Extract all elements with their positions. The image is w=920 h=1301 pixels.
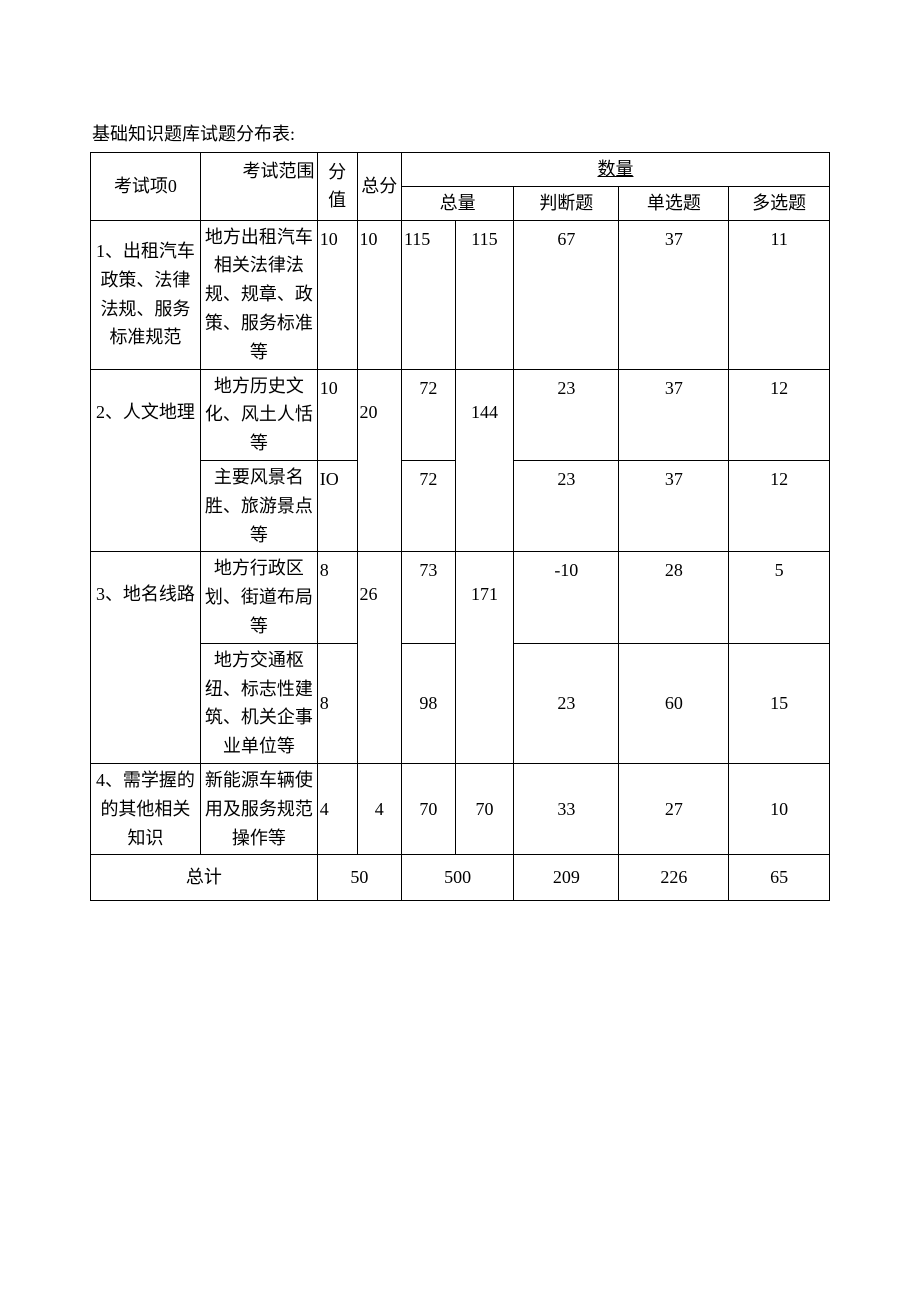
cell-score: 8: [317, 643, 357, 763]
cell-qty-total: 115: [455, 220, 513, 369]
cell-multi: 12: [729, 369, 830, 460]
cell-single: 28: [619, 552, 729, 643]
header-row-1: 考试项0 考试范围 分值 总分 数量: [91, 153, 830, 187]
header-total-score: 总分: [357, 153, 401, 221]
table-row: 2、人文地理 地方历史文化、风土人恬等 10 20 72 144 23 37 1…: [91, 369, 830, 460]
cell-sub-total: 73: [401, 552, 455, 643]
table-row: 4、需学握的的其他相关知识 新能源车辆使用及服务规范操作等 4 4 70 70 …: [91, 763, 830, 854]
totals-multi: 65: [729, 855, 830, 901]
cell-score: 10: [317, 369, 357, 460]
cell-single: 37: [619, 460, 729, 551]
cell-multi: 11: [729, 220, 830, 369]
cell-judge: 23: [514, 460, 619, 551]
cell-sub-total: 115: [401, 220, 455, 369]
table-row: 3、地名线路 地方行政区划、街道布局等 8 26 73 171 -10 28 5: [91, 552, 830, 643]
cell-judge: 33: [514, 763, 619, 854]
cell-judge: -10: [514, 552, 619, 643]
totals-qty: 500: [401, 855, 513, 901]
table-title: 基础知识题库试题分布表:: [90, 120, 830, 146]
totals-judge: 209: [514, 855, 619, 901]
header-judge: 判断题: [514, 186, 619, 220]
cell-qty-total: 70: [455, 763, 513, 854]
totals-label: 总计: [91, 855, 318, 901]
cell-multi: 15: [729, 643, 830, 763]
cell-score: 8: [317, 552, 357, 643]
cell-item: 4、需学握的的其他相关知识: [91, 763, 201, 854]
cell-judge: 23: [514, 643, 619, 763]
cell-qty-total: 171: [455, 552, 513, 764]
header-item: 考试项0: [91, 153, 201, 221]
totals-single: 226: [619, 855, 729, 901]
header-qty-total: 总量: [401, 186, 513, 220]
header-score: 分值: [317, 153, 357, 221]
cell-judge: 23: [514, 369, 619, 460]
cell-score: IO: [317, 460, 357, 551]
cell-total-score: 20: [357, 369, 401, 552]
table-row: 1、出租汽车政策、法律法规、服务标准规范 地方出租汽车相关法律法规、规章、政策、…: [91, 220, 830, 369]
cell-sub-total: 72: [401, 369, 455, 460]
cell-total-score: 10: [357, 220, 401, 369]
cell-item: 1、出租汽车政策、法律法规、服务标准规范: [91, 220, 201, 369]
cell-total-score: 26: [357, 552, 401, 764]
header-scope: 考试范围: [200, 153, 317, 221]
header-single: 单选题: [619, 186, 729, 220]
header-scope-text: 考试范围: [242, 161, 314, 181]
cell-scope: 地方出租汽车相关法律法规、规章、政策、服务标准等: [200, 220, 317, 369]
cell-single: 37: [619, 369, 729, 460]
cell-item: 2、人文地理: [91, 369, 201, 552]
cell-single: 60: [619, 643, 729, 763]
cell-total-score: 4: [357, 763, 401, 854]
cell-multi: 12: [729, 460, 830, 551]
cell-score: 4: [317, 763, 357, 854]
cell-judge: 67: [514, 220, 619, 369]
header-quantity: 数量: [401, 153, 829, 187]
cell-sub-total: 70: [401, 763, 455, 854]
cell-score: 10: [317, 220, 357, 369]
cell-scope: 地方历史文化、风土人恬等: [200, 369, 317, 460]
cell-qty-total: 144: [455, 369, 513, 552]
cell-sub-total: 98: [401, 643, 455, 763]
cell-scope: 主要风景名胜、旅游景点等: [200, 460, 317, 551]
cell-scope: 地方交通枢纽、标志性建筑、机关企事业单位等: [200, 643, 317, 763]
cell-scope: 地方行政区划、街道布局等: [200, 552, 317, 643]
cell-single: 27: [619, 763, 729, 854]
cell-single: 37: [619, 220, 729, 369]
totals-score: 50: [317, 855, 401, 901]
header-multi: 多选题: [729, 186, 830, 220]
totals-row: 总计 50 500 209 226 65: [91, 855, 830, 901]
distribution-table: 考试项0 考试范围 分值 总分 数量 总量 判断题 单选题 多选题 1、出租汽车…: [90, 152, 830, 901]
cell-multi: 10: [729, 763, 830, 854]
cell-sub-total: 72: [401, 460, 455, 551]
cell-scope: 新能源车辆使用及服务规范操作等: [200, 763, 317, 854]
cell-multi: 5: [729, 552, 830, 643]
cell-item: 3、地名线路: [91, 552, 201, 764]
